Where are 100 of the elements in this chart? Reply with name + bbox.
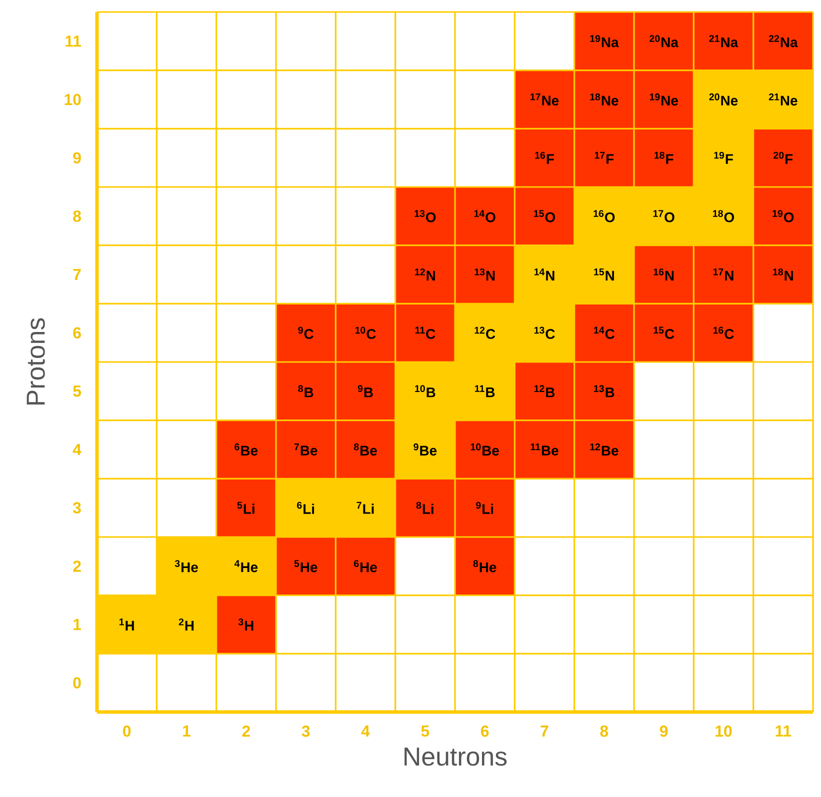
data-label: 9 (358, 385, 363, 392)
x-tick-label: 3 (302, 726, 310, 737)
annotation: Na (602, 38, 619, 48)
data-label: 3 (238, 618, 244, 626)
annotation: F (786, 154, 793, 164)
data-label: 9 (298, 326, 303, 334)
data-label: 15 (534, 210, 544, 217)
data-label: 20 (709, 93, 720, 100)
data-label: 12 (474, 326, 485, 334)
annotation: C (486, 329, 496, 339)
data-label: 7 (294, 443, 299, 450)
annotation: Na (780, 38, 798, 48)
annotation: H (185, 620, 194, 631)
y-tick-label: 0 (73, 677, 81, 688)
annotation: C (605, 328, 615, 339)
data-label: 4 (234, 560, 240, 567)
data-label: 13 (414, 210, 425, 218)
data-label: 10 (470, 443, 481, 450)
data-label: 17 (653, 210, 664, 217)
annotation: Na (662, 38, 679, 48)
data-label: 17 (530, 93, 540, 100)
annotation: Be (602, 446, 618, 456)
annotation: Li (244, 504, 254, 514)
annotation: F (726, 154, 733, 164)
data-label: 17 (594, 152, 605, 159)
annotation: F (666, 154, 674, 164)
data-label: 15 (654, 326, 664, 334)
y-axis-title: Protons (26, 318, 45, 405)
x-tick-label: 7 (540, 726, 548, 736)
annotation: He (241, 562, 258, 572)
y-tick-label: 10 (64, 94, 81, 106)
annotation: H (126, 620, 134, 630)
data-label: 18 (654, 152, 664, 159)
data-label: 20 (774, 152, 784, 159)
annotation: N (606, 270, 614, 280)
annotation: F (546, 154, 554, 164)
data-label: 13 (534, 326, 544, 334)
annotation: Ne (662, 96, 678, 106)
annotation: Be (482, 446, 499, 456)
annotation: Li (363, 504, 374, 514)
annotation: Ne (542, 96, 559, 106)
annotation: He (480, 562, 496, 572)
y-tick-label: 2 (73, 560, 81, 572)
x-tick-label: 5 (421, 726, 430, 737)
annotation: Li (304, 504, 314, 514)
annotation: O (784, 212, 794, 222)
annotation: Be (241, 446, 258, 456)
x-tick-label: 6 (480, 726, 489, 737)
data-label: 13 (474, 268, 485, 276)
data-label: 15 (594, 268, 604, 276)
data-label: 5 (294, 560, 300, 567)
y-tick-label: 7 (73, 269, 81, 280)
data-label: 1 (119, 618, 124, 626)
annotation: Li (482, 504, 494, 514)
data-label: 18 (713, 210, 723, 217)
data-label: 19 (650, 93, 660, 100)
annotation: B (486, 388, 495, 398)
data-label: 14 (594, 326, 604, 334)
data-label: 16 (594, 210, 604, 217)
data-label: 8 (298, 385, 303, 392)
annotation: N (546, 270, 554, 280)
annotation: C (426, 328, 436, 339)
annotation: F (606, 154, 614, 164)
data-label: 11 (530, 443, 540, 450)
data-label: 12 (415, 268, 425, 276)
data-label: 9 (414, 443, 418, 450)
data-label: 6 (234, 443, 240, 450)
data-label: 16 (713, 326, 724, 334)
annotation: Li (422, 504, 434, 514)
y-tick-label: 4 (72, 444, 82, 455)
data-label: 16 (535, 152, 546, 159)
y-tick-label: 9 (73, 152, 81, 164)
data-label: 22 (768, 35, 780, 42)
annotation: Be (542, 446, 558, 456)
annotation: Ne (780, 96, 798, 106)
annotation: O (545, 212, 556, 222)
data-label: 18 (773, 268, 784, 276)
y-tick-label: 6 (73, 327, 81, 338)
annotation: H (245, 620, 254, 631)
data-label: 16 (654, 268, 664, 276)
annotation: Be (300, 446, 318, 456)
annotation: He (181, 562, 198, 572)
annotation: Be (420, 446, 437, 456)
data-label: 3 (174, 560, 180, 568)
data-label: 19 (590, 35, 600, 42)
data-label: 6 (297, 502, 302, 509)
x-tick-label: 10 (716, 726, 732, 737)
annotation: C (546, 329, 555, 339)
data-label: 13 (594, 385, 604, 392)
annotation: O (605, 212, 615, 222)
annotation: N (426, 270, 435, 281)
annotation: O (426, 212, 436, 222)
data-label: 9 (476, 502, 481, 509)
annotation: B (426, 388, 436, 398)
annotation: C (304, 329, 314, 339)
data-label: 12 (590, 443, 600, 450)
x-axis-title: Neutrons (404, 748, 507, 766)
data-label: 11 (475, 385, 484, 392)
y-tick-label: 8 (73, 210, 81, 222)
data-label: 12 (534, 385, 544, 392)
